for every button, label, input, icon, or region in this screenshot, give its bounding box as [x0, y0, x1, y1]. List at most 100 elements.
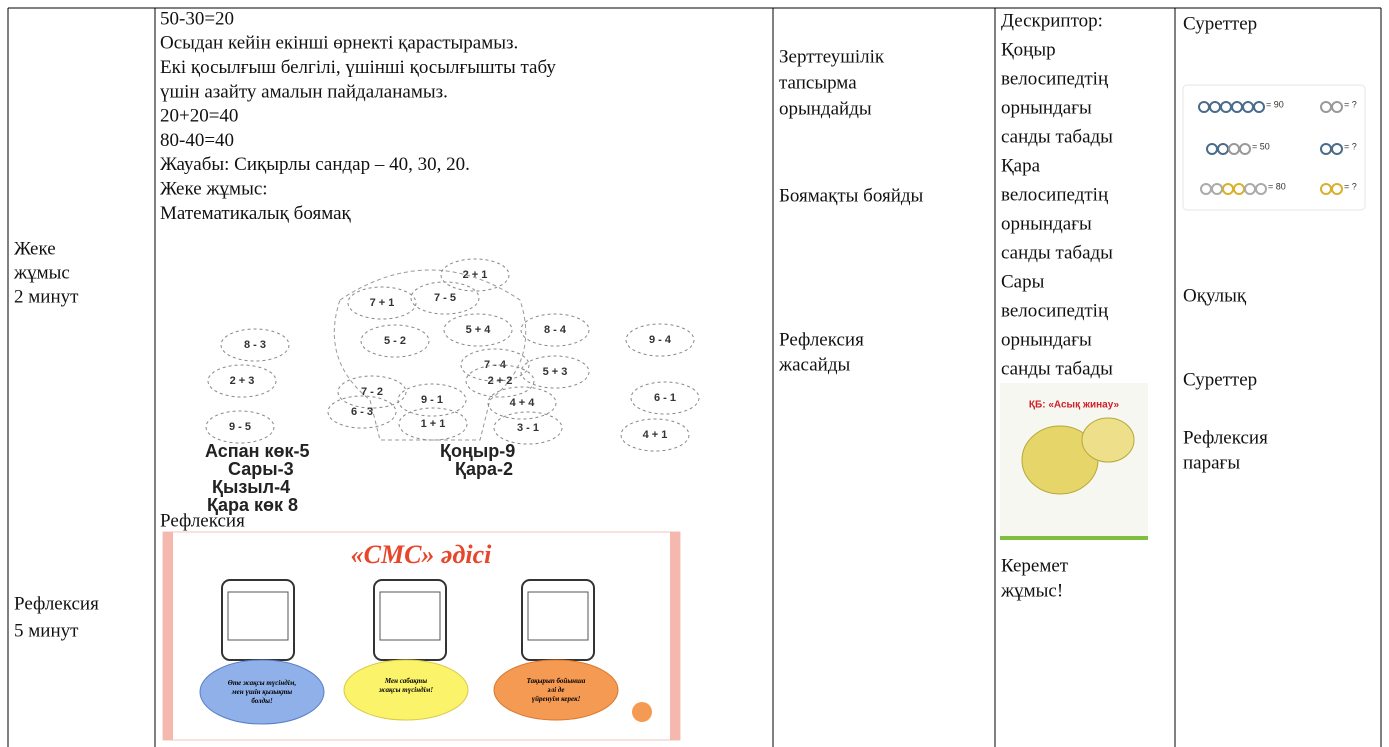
praise-text: Керемет: [1001, 555, 1069, 576]
time-text: 2 минут: [14, 286, 79, 307]
coloring-expression: 2 + 1: [463, 269, 488, 281]
bike-wheel: [1331, 183, 1343, 195]
time-text: 5 минут: [14, 620, 79, 641]
descriptor-line: санды табады: [1001, 126, 1113, 147]
descriptor-line: велосипедтің: [1001, 300, 1108, 321]
coloring-cell: [460, 348, 530, 382]
descriptor-line: велосипедтің: [1001, 184, 1108, 205]
content-line: үшін азайту амалын пайдаланамыз.: [160, 81, 448, 102]
coloring-legend: Қоңыр-9: [440, 441, 515, 461]
content-line: Жауабы: Сиқырлы сандар – 40, 30, 20.: [160, 154, 470, 175]
descriptor-line: велосипедтің: [1001, 68, 1108, 89]
bike-equation: = ?: [1344, 99, 1357, 109]
coloring-cell: [347, 286, 417, 320]
coloring-picture: [160, 262, 700, 502]
descriptor-line: орнындағы: [1001, 329, 1092, 350]
coloring-expression: 7 + 1: [370, 297, 395, 309]
bubble-line: жақсы түсіндім!: [379, 686, 433, 694]
coloring-expression: 6 - 3: [351, 406, 373, 418]
coloring-expression: 5 + 3: [543, 366, 568, 378]
coloring-expression: 6 - 1: [654, 392, 676, 404]
coloring-cell: [625, 323, 695, 357]
descriptor-line: орнындағы: [1001, 97, 1092, 118]
descriptor-line: Сары: [1001, 271, 1045, 292]
student-text: тапсырма: [779, 72, 857, 93]
bike-wheel: [1331, 143, 1343, 155]
praise-text: жұмыс!: [1000, 580, 1063, 601]
sms-title: «СМС» әдісі: [351, 540, 493, 569]
content-line: 50-30=20: [160, 8, 234, 29]
bubble-line: мен үшін қызықты: [231, 688, 292, 696]
coloring-expression: 8 - 4: [544, 324, 567, 336]
bubble-line: болды!: [251, 697, 273, 705]
time-text: Рефлексия: [14, 593, 99, 614]
badge-title: ҚБ: «Асық жинау»: [1029, 400, 1120, 411]
bike-wheel: [1331, 101, 1343, 113]
coloring-cell: [337, 375, 407, 409]
bubble-line: Тақырып бойынша: [527, 677, 586, 685]
descriptor-line: санды табады: [1001, 358, 1113, 379]
coloring-expression: 4 + 1: [643, 429, 668, 441]
content-line: Екі қосылғыш белгілі, үшінші қосылғышты …: [160, 57, 556, 78]
coloring-expression: 5 + 4: [466, 324, 492, 336]
coloring-cell: [443, 313, 513, 347]
bike-wheel: [1255, 183, 1267, 195]
coloring-cell: [493, 411, 563, 445]
resource-text: Суреттер: [1183, 369, 1257, 390]
resource-text: Суреттер: [1183, 13, 1257, 34]
coloring-expression: 5 - 2: [384, 335, 406, 347]
coloring-cell: [220, 328, 290, 362]
badge-picture: [1000, 383, 1148, 540]
descriptor-line: Дескриптор:: [1001, 10, 1103, 31]
coloring-cell: [398, 407, 468, 441]
bubble-line: Мен сабақты: [384, 677, 427, 685]
coloring-expression: 9 - 5: [229, 421, 251, 433]
bubble-line: үйренуім керек!: [532, 695, 581, 703]
sms-picture: [162, 531, 681, 741]
content-line: 80-40=40: [160, 130, 234, 151]
coloring-cell: [397, 383, 467, 417]
bike-equation: = 80: [1268, 181, 1286, 191]
bike-wheel: [1239, 143, 1251, 155]
coloring-cell: [520, 355, 590, 389]
student-text: Рефлексия: [779, 329, 864, 350]
descriptor-line: Қара: [1001, 155, 1041, 176]
resource-text: Оқулық: [1183, 285, 1247, 306]
coloring-expression: 8 - 3: [244, 339, 266, 351]
coloring-expression: 2 + 3: [230, 375, 255, 387]
bike-equation: = ?: [1344, 141, 1357, 151]
time-text: Жеке: [14, 238, 56, 259]
bike-equation: = ?: [1344, 181, 1357, 191]
coloring-expression: 3 - 1: [517, 422, 539, 434]
content-line: Жеке жұмыс:: [160, 178, 268, 199]
coloring-expression: 9 - 4: [649, 334, 672, 346]
content-line: 20+20=40: [160, 106, 238, 127]
coloring-legend: Сары-3: [228, 459, 294, 479]
coloring-legend: Аспан көк-5: [205, 441, 310, 461]
table-grid: [7, 7, 1382, 747]
coloring-expression: 1 + 1: [421, 418, 446, 430]
resource-text: Рефлексия: [1183, 427, 1268, 448]
sms-bubble-text: Өте жақсы түсіндім, мен үшін қызықты болды…: [228, 679, 297, 705]
student-text: Зерттеушілік: [779, 46, 885, 67]
coloring-cell: [620, 418, 690, 452]
bike-picture: [1182, 84, 1366, 211]
coloring-cell: [465, 364, 535, 398]
coloring-legend: Қара көк 8: [207, 495, 298, 515]
coloring-expression: 7 - 5: [434, 292, 456, 304]
sms-bubble-text: Мен сабақты жақсы түсіндім!: [379, 677, 433, 694]
bubble-line: әлі де: [548, 686, 565, 694]
student-text: Боямақты бояйды: [779, 185, 924, 206]
content-line: Осыдан кейін екінші өрнекті қарастырамыз…: [160, 33, 518, 54]
bubble-line: Өте жақсы түсіндім,: [228, 679, 297, 687]
student-text: жасайды: [778, 354, 850, 375]
coloring-cell: [440, 258, 510, 292]
coloring-legend: Қызыл-4: [212, 477, 290, 497]
coloring-expression: 4 + 4: [510, 397, 536, 409]
coloring-expression: 2 + 2: [488, 375, 513, 387]
coloring-cell: [630, 381, 700, 415]
coloring-cell: [205, 410, 275, 444]
time-text: жұмыс: [13, 262, 70, 283]
